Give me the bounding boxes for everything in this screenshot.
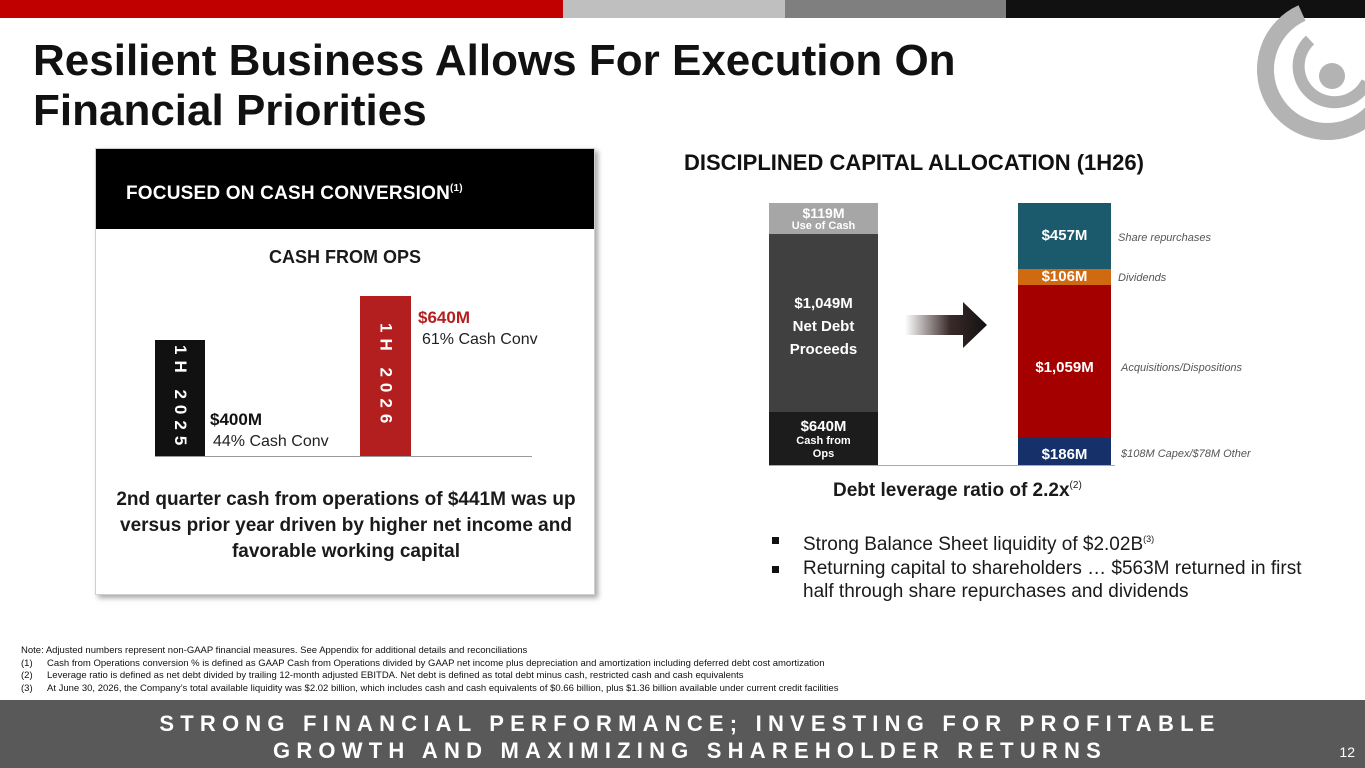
page-number: 12	[1339, 744, 1355, 760]
footnote-1-num: (1)	[21, 657, 33, 669]
source-use-of-cash-label: Use of Cash	[791, 220, 856, 232]
source-cash-from-ops-value: $640M	[800, 418, 847, 435]
bar-1h-2026: 1H 2026	[360, 296, 411, 457]
footnote-intro: Note: Adjusted numbers represent non-GAA…	[21, 645, 528, 656]
note-share-repurchases: Share repurchases	[1118, 232, 1211, 244]
footnote-3-text: At June 30, 2026, the Company’s total av…	[47, 682, 839, 694]
footnote-2: (2) Leverage ratio is defined as net debt…	[21, 670, 1341, 683]
top-strip-light-gray	[563, 0, 785, 18]
allocation-baseline	[769, 465, 1115, 466]
source-cash-from-ops: $640M Cash from Ops	[769, 412, 878, 465]
bullet-liquidity-text: Strong Balance Sheet liquidity of $2.02B	[803, 534, 1144, 555]
footnote-1: (1) Cash from Operations conversion % is …	[21, 658, 1341, 671]
capital-allocation-title: DISCIPLINED CAPITAL ALLOCATION (1H26)	[684, 150, 1144, 175]
source-cash-from-ops-label-1: Cash from	[796, 435, 851, 447]
cash-from-ops-title: CASH FROM OPS	[268, 247, 421, 267]
footer-tagline: STRONG FINANCIAL PERFORMANCE; INVESTING …	[0, 710, 1365, 764]
use-acquisitions: $1,059M	[1018, 285, 1111, 438]
page-title: Resilient Business Allows For Execution …	[33, 36, 1213, 136]
top-strip-black	[1006, 0, 1365, 18]
panel-header-text: FOCUSED ON CASH CONVERSION	[126, 183, 451, 204]
top-strip-red	[0, 0, 563, 18]
bar-1h-2025-label: 1H 2025	[171, 345, 190, 452]
bullet-liquidity-footnote-ref: (3)	[1143, 534, 1155, 544]
leverage-ratio-value: Debt leverage ratio of 2.2x	[833, 480, 1070, 501]
footnotes: Note: Adjusted numbers represent non-GAA…	[21, 645, 1341, 695]
title-line-2: Financial Priorities	[33, 86, 427, 135]
source-net-debt-label-1: Net Debt	[792, 318, 855, 335]
bullet-liquidity: Strong Balance Sheet liquidity of $2.02B…	[772, 528, 1312, 556]
footnote-2-num: (2)	[21, 670, 33, 682]
highlights-list: Strong Balance Sheet liquidity of $2.02B…	[772, 528, 1312, 604]
arrow-right-icon	[905, 302, 987, 348]
chart-baseline	[155, 456, 532, 457]
footer-line-1: STRONG FINANCIAL PERFORMANCE; INVESTING …	[159, 711, 1221, 736]
source-net-debt-proceeds: $1,049M Net Debt Proceeds	[769, 234, 878, 412]
use-capex-other: $186M	[1018, 438, 1111, 465]
panel-header-footnote-ref: (1)	[450, 183, 463, 194]
note-acquisitions: Acquisitions/Dispositions	[1121, 362, 1243, 374]
footnote-1-text: Cash from Operations conversion % is def…	[47, 657, 825, 669]
use-dividends: $106M	[1018, 269, 1111, 285]
cash-summary-text: 2nd quarter cash from operations of $441…	[116, 489, 576, 562]
bar-1h-2025-cash-conv: 44% Cash Conv	[213, 433, 329, 450]
leverage-ratio-text: Debt leverage ratio of 2.2x(2)	[833, 480, 1082, 502]
title-line-1: Resilient Business Allows For Execution …	[33, 36, 956, 85]
source-cash-from-ops-label-2: Ops	[812, 448, 835, 460]
source-net-debt-value: $1,049M	[794, 295, 853, 312]
footer-banner: STRONG FINANCIAL PERFORMANCE; INVESTING …	[0, 700, 1365, 768]
bullet-capital-return: Returning capital to shareholders … $563…	[772, 557, 1312, 603]
note-capex-other: $108M Capex/$78M Other	[1121, 448, 1251, 460]
company-logo-icon	[1232, 0, 1365, 145]
source-use-of-cash-value: $119M	[802, 205, 845, 221]
panel-header: FOCUSED ON CASH CONVERSION(1)	[96, 149, 594, 229]
footer-line-2: GROWTH AND MAXIMIZING SHAREHOLDER RETURN…	[273, 738, 1107, 763]
bar-1h-2026-cash-conv: 61% Cash Conv	[422, 331, 538, 348]
bar-1h-2025-value: $400M	[210, 410, 262, 429]
footnote-3: (3) At June 30, 2026, the Company’s total…	[21, 683, 1341, 696]
top-strip-dark-gray	[785, 0, 1006, 18]
note-dividends: Dividends	[1118, 272, 1167, 284]
footnote-3-num: (3)	[21, 682, 33, 694]
footnote-2-text: Leverage ratio is defined as net debt di…	[47, 670, 744, 682]
source-use-of-cash: $119M Use of Cash	[769, 203, 878, 234]
source-net-debt-label-2: Proceeds	[789, 341, 858, 358]
bar-1h-2026-value: $640M	[418, 308, 470, 327]
leverage-footnote-ref: (2)	[1069, 480, 1082, 491]
use-share-repurchases: $457M	[1018, 203, 1111, 269]
bar-1h-2025: 1H 2025	[155, 340, 205, 457]
bar-1h-2026-label: 1H 2026	[376, 323, 396, 430]
